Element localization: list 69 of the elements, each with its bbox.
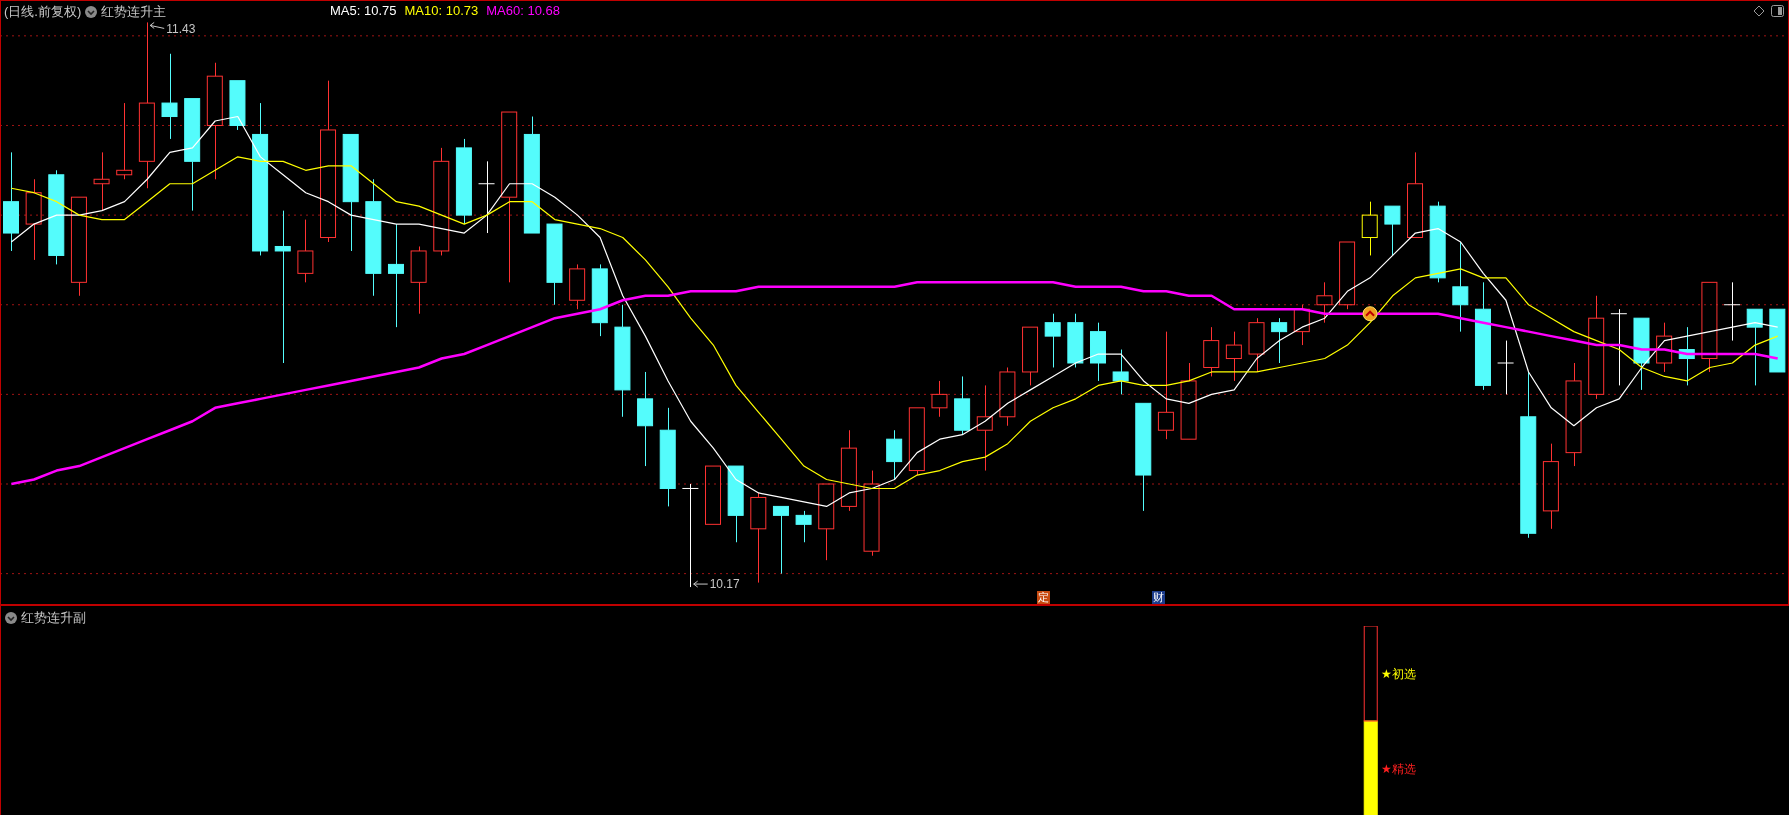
candlestick <box>1022 326 1039 386</box>
candlestick <box>184 98 201 212</box>
candlestick <box>705 465 722 525</box>
text: MA5: 10.75 <box>330 3 397 18</box>
annotation: ★精选 <box>1381 760 1416 778</box>
candlestick <box>501 111 518 283</box>
candlestick <box>1452 241 1469 333</box>
text: MA60: 10.68 <box>486 3 560 18</box>
chart-subtitle: (日线.前复权) <box>4 3 82 21</box>
candlestick <box>387 223 404 328</box>
candlestick <box>1112 349 1129 395</box>
candlestick <box>342 133 359 252</box>
annotation: 10.17 <box>709 577 741 592</box>
candlestick <box>1180 362 1197 440</box>
candlestick <box>1225 331 1242 382</box>
candlestick <box>70 196 87 297</box>
candlestick <box>1361 201 1378 256</box>
candlestick <box>1271 317 1288 364</box>
candlestick <box>1588 295 1605 400</box>
candlestick <box>546 223 563 306</box>
candlestick <box>818 483 835 561</box>
candlestick <box>772 505 789 575</box>
candlestick <box>274 210 291 364</box>
candlestick <box>229 80 246 131</box>
candlestick <box>795 510 812 543</box>
candlestick <box>1723 281 1741 342</box>
candlestick <box>1542 443 1559 530</box>
candlestick <box>161 53 178 140</box>
candlestick <box>1339 241 1356 310</box>
candlestick <box>637 371 654 467</box>
candlestick <box>320 80 337 243</box>
candlestick <box>478 160 496 234</box>
annotation: ★初选 <box>1381 665 1416 683</box>
candlestick <box>1135 402 1152 512</box>
candlestick <box>976 384 993 472</box>
candlestick <box>931 380 948 418</box>
candlestick <box>1520 371 1537 539</box>
candlestick <box>1497 340 1515 395</box>
candlestick <box>138 21 155 189</box>
text: MA10: 10.73 <box>404 3 479 18</box>
candlestick <box>614 304 631 418</box>
candlestick <box>1701 281 1718 373</box>
candlestick <box>1384 205 1401 256</box>
candlestick <box>863 470 880 557</box>
annotation: 11.43 <box>166 22 196 37</box>
candlestick <box>116 102 133 180</box>
candlestick <box>1633 317 1650 391</box>
chart-title: 红势连升副 <box>21 609 86 627</box>
candlestick <box>1565 362 1582 467</box>
candlestick <box>523 116 540 234</box>
chart-title: 红势连升主 <box>101 3 167 21</box>
candlestick <box>1610 308 1628 386</box>
candlestick <box>365 178 382 297</box>
candlestick <box>727 465 744 543</box>
candlestick <box>25 178 42 261</box>
candlestick <box>999 366 1016 427</box>
candlestick <box>1407 151 1424 239</box>
candlestick <box>591 263 608 337</box>
candlestick <box>1769 308 1786 373</box>
candlestick <box>410 245 427 315</box>
candlestick <box>206 62 223 180</box>
candlestick <box>1746 308 1763 386</box>
candlestick <box>1474 281 1491 391</box>
candlestick <box>93 151 110 212</box>
candlestick <box>659 407 676 507</box>
candlestick <box>840 429 857 512</box>
annotation: 财 <box>1152 591 1166 604</box>
annotation: 定 <box>1036 591 1050 604</box>
candlestick <box>681 483 699 588</box>
